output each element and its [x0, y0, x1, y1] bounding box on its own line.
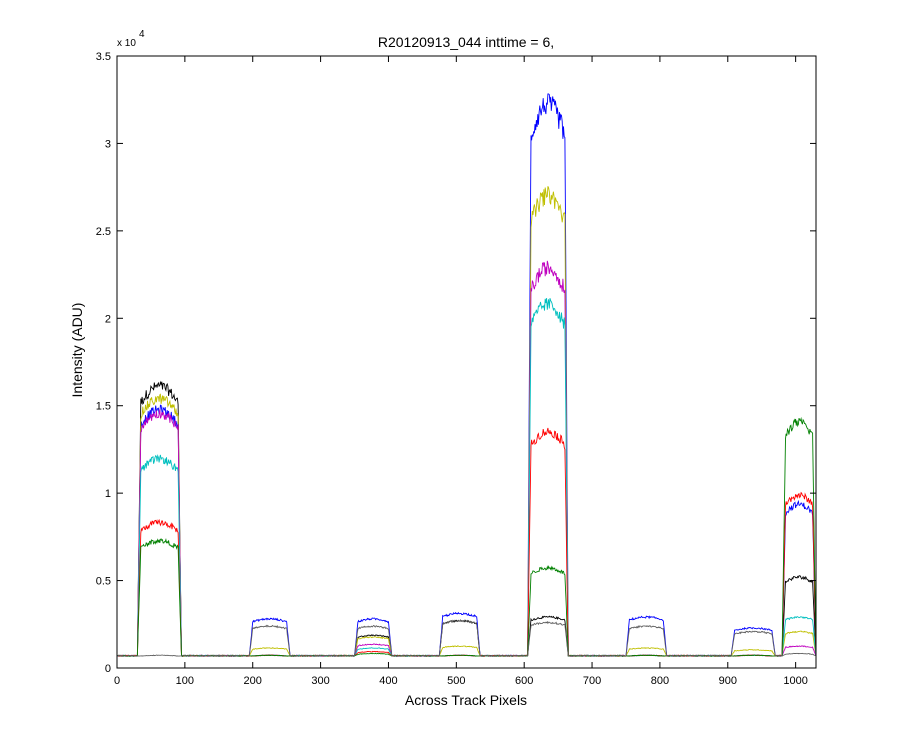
x-tick-label: 800	[651, 675, 669, 687]
x-tick-label: 900	[719, 675, 737, 687]
x-tick-label: 1000	[783, 675, 807, 687]
y-tick-label: 2.5	[96, 226, 111, 238]
x-axis-label: Across Track Pixels	[405, 692, 527, 708]
y-tick-label: 3	[105, 138, 111, 150]
y-tick-label: 1.5	[96, 401, 111, 413]
x-tick-label: 700	[583, 675, 601, 687]
y-tick-label: 0	[105, 663, 111, 675]
x-tick-label: 100	[176, 675, 194, 687]
x-tick-label: 600	[515, 675, 533, 687]
x-tick-label: 0	[114, 675, 120, 687]
x-tick-label: 200	[244, 675, 262, 687]
plot-frame	[116, 55, 817, 669]
x-tick-label: 500	[447, 675, 465, 687]
y-exponent-base: x 10	[117, 38, 136, 49]
series-layer	[116, 93, 817, 658]
chart-title: R20120913_044 inttime = 6,	[378, 34, 554, 50]
x-tick-label: 400	[379, 675, 397, 687]
y-tick-label: 0.5	[96, 576, 111, 588]
y-tick-label: 1	[105, 488, 111, 500]
series-line	[116, 618, 817, 658]
y-axis-label: Intensity (ADU)	[69, 303, 85, 398]
x-tick-label: 300	[311, 675, 329, 687]
plot-area	[117, 56, 816, 668]
y-exponent-power: 4	[139, 29, 145, 40]
y-tick-label: 2	[105, 313, 111, 325]
y-tick-label: 3.5	[96, 51, 111, 63]
